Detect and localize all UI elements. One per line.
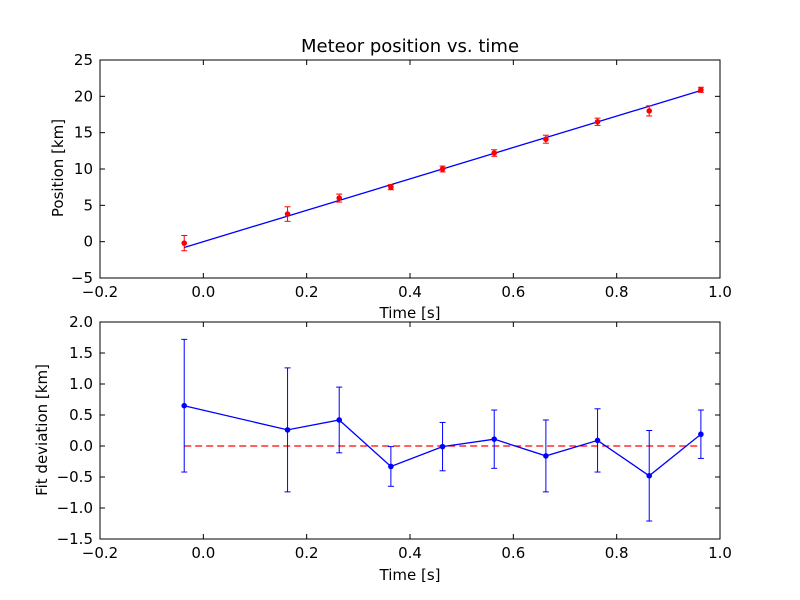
top-y-tick-label: 25: [74, 51, 93, 69]
position-point: [388, 184, 394, 190]
bottom-x-tick-label: 0.0: [191, 544, 215, 562]
position-point: [181, 240, 188, 246]
bottom-plot-frame: [99, 321, 721, 540]
bottom-y-tick-label: 0.0: [69, 437, 93, 455]
deviation-point: [594, 437, 601, 444]
top-x-tick-label: 0.4: [398, 283, 422, 301]
bottom-x-tick-label: 1.0: [708, 544, 732, 562]
bottom-y-tick-label: −0.5: [57, 468, 93, 486]
position-point: [698, 86, 704, 93]
position-point: [646, 108, 653, 114]
top-x-tick-label: 0.0: [191, 283, 215, 301]
top-x-axis-title: Time [s]: [379, 304, 441, 322]
top-y-tick-label: 5: [83, 196, 93, 214]
bottom-y-tick-label: −1.0: [57, 499, 93, 517]
bottom-x-tick-label: 0.2: [295, 544, 319, 562]
deviation-point: [388, 463, 394, 470]
top-x-tick-label: −0.2: [82, 283, 118, 301]
top-x-tick-label: 1.0: [708, 283, 732, 301]
bottom-y-axis-title: Fit deviation [km]: [33, 364, 51, 496]
top-y-tick-label: 20: [74, 87, 93, 105]
top-x-tick-label: 0.2: [295, 283, 319, 301]
top-y-tick-label: −5: [71, 269, 93, 287]
deviation-line: [184, 405, 702, 477]
deviation-point: [336, 417, 343, 423]
bottom-x-axis-title: Time [s]: [379, 566, 441, 584]
deviation-point: [698, 431, 704, 438]
bottom-y-tick-label: 1.5: [69, 344, 93, 362]
bottom-x-tick-label: 0.8: [605, 544, 629, 562]
deviation-point: [491, 436, 498, 442]
position-point: [594, 118, 601, 125]
deviation-point: [181, 402, 188, 409]
top-y-axis-title: Position [km]: [49, 119, 67, 217]
position-point: [543, 136, 549, 143]
deviation-point: [284, 427, 291, 433]
deviation-point: [439, 443, 446, 450]
position-point: [491, 150, 498, 156]
position-point: [284, 211, 291, 217]
position-point: [439, 166, 446, 172]
deviation-point: [646, 472, 653, 479]
position-point: [336, 195, 343, 201]
top-y-tick-label: 0: [83, 233, 93, 251]
bottom-y-tick-label: −1.5: [57, 530, 93, 548]
bottom-x-tick-label: 0.4: [398, 544, 422, 562]
bottom-x-tick-label: 0.6: [501, 544, 525, 562]
top-x-tick-label: 0.8: [605, 283, 629, 301]
top-y-tick-label: 10: [74, 160, 93, 178]
bottom-x-tick-label: −0.2: [82, 544, 118, 562]
bottom-y-tick-label: 2.0: [69, 313, 93, 331]
bottom-y-tick-label: 0.5: [69, 406, 93, 424]
bottom-y-tick-label: 1.0: [69, 375, 93, 393]
chart-title: Meteor position vs. time: [301, 36, 519, 57]
top-y-tick-label: 15: [74, 124, 93, 142]
top-x-tick-label: 0.6: [501, 283, 525, 301]
deviation-point: [543, 453, 549, 459]
